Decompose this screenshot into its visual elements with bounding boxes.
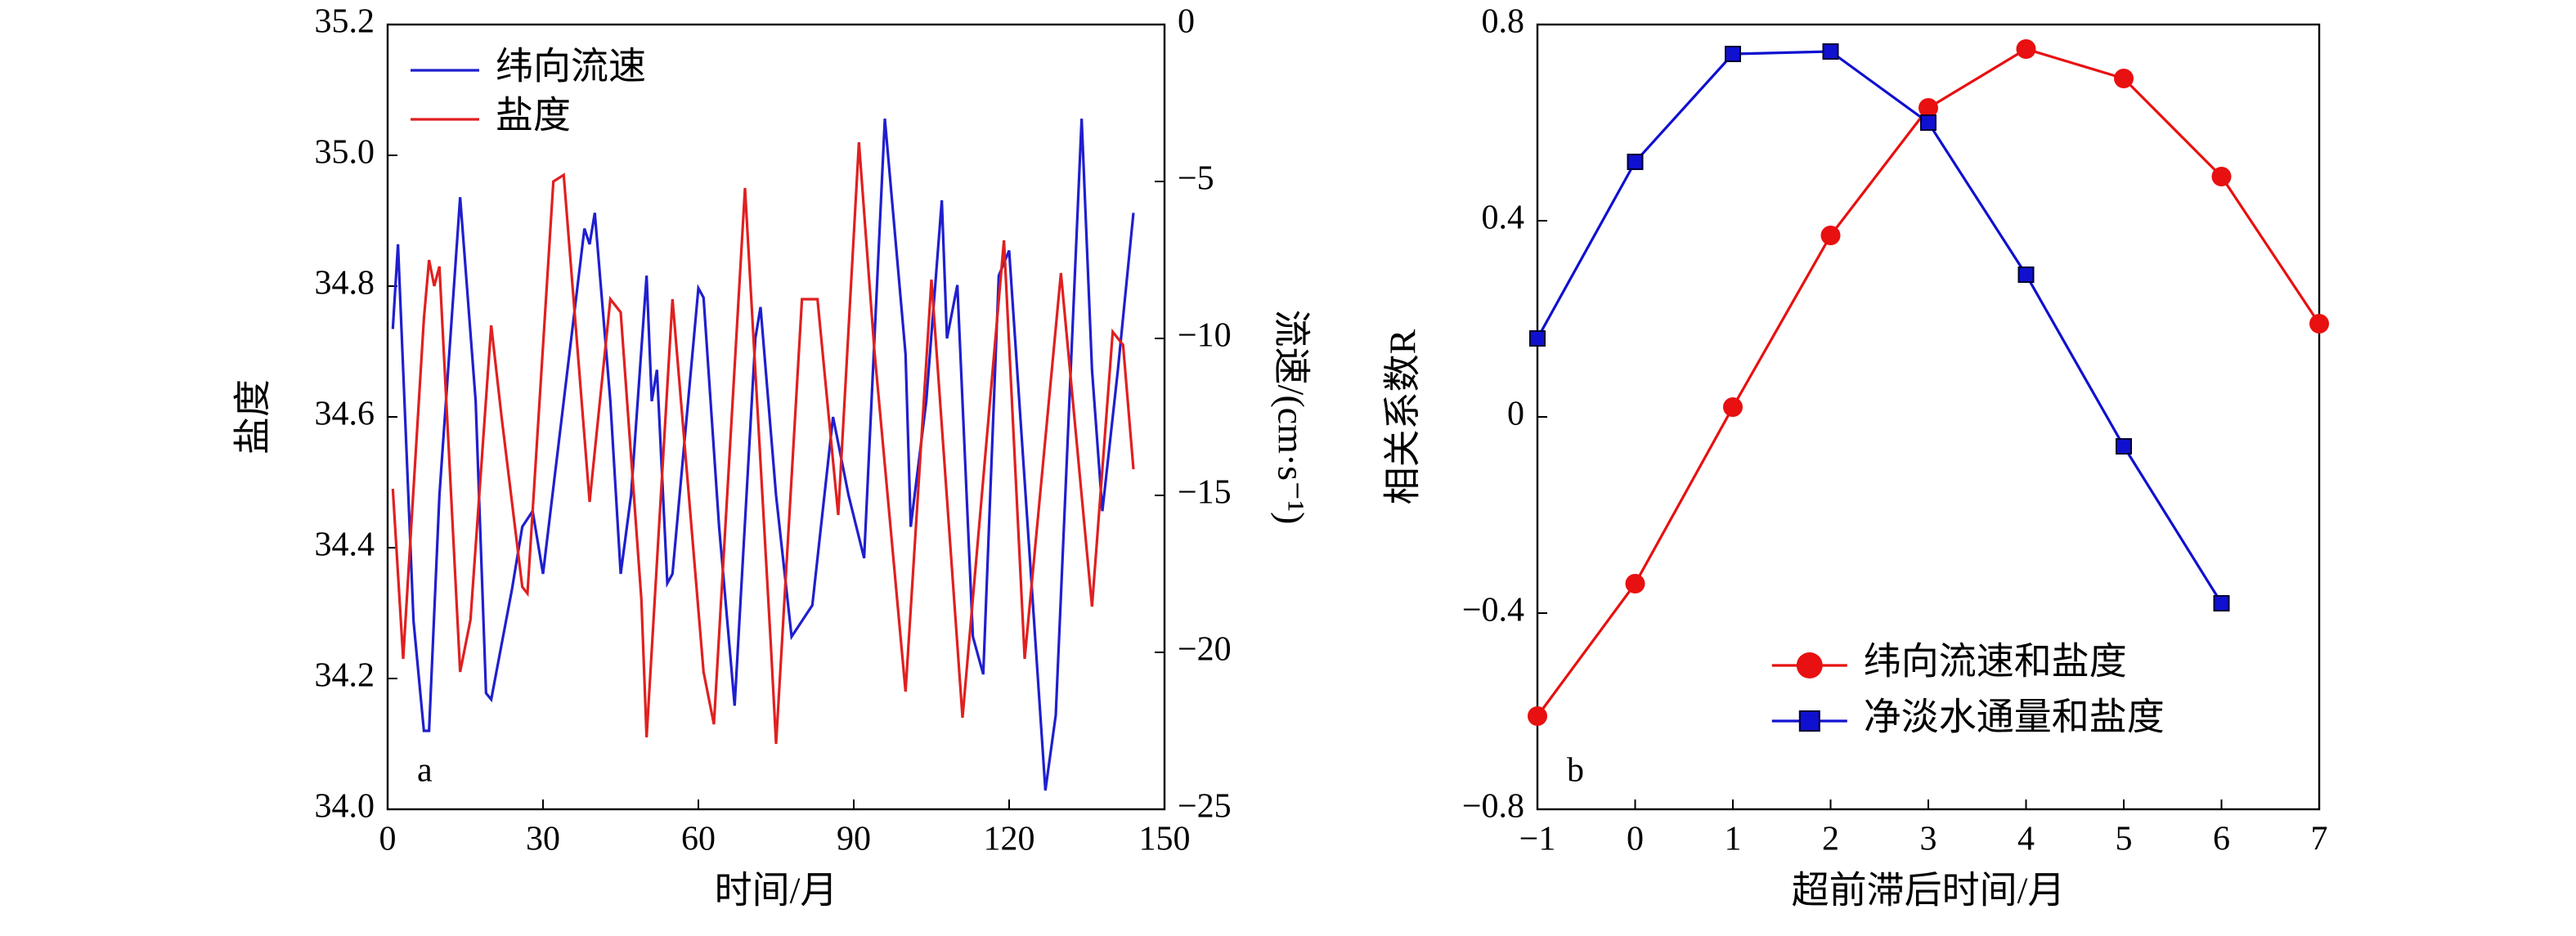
panel-label: a xyxy=(417,752,433,790)
x-tick-label: 0 xyxy=(1627,821,1644,858)
data-point xyxy=(1528,706,1547,726)
plot-frame xyxy=(1536,23,2321,811)
data-line xyxy=(391,119,1135,791)
y-tick-label: 35.2 xyxy=(315,3,375,41)
x-tick-label: 120 xyxy=(984,821,1035,858)
y-tick-label: −0.4 xyxy=(1462,592,1524,629)
data-point xyxy=(2309,314,2329,334)
x-tick-label: 90 xyxy=(837,821,871,858)
data-point xyxy=(1529,330,1546,347)
x-tick-label: 1 xyxy=(1725,821,1742,858)
data-point xyxy=(1920,114,1936,131)
x-tick-label: −1 xyxy=(1519,821,1556,858)
panel-label: b xyxy=(1567,752,1584,790)
x-tick-label: 4 xyxy=(2017,821,2035,858)
x-tick-label: 0 xyxy=(379,821,397,858)
legend-marker xyxy=(1798,710,1820,732)
y-tick-label: 34.2 xyxy=(315,657,375,695)
y-tick-label: 34.8 xyxy=(315,265,375,302)
data-point xyxy=(1820,226,1841,245)
x-tick-label: 30 xyxy=(526,821,560,858)
y-tick-label: 0.4 xyxy=(1482,199,1525,237)
x-tick-label: 60 xyxy=(681,821,716,858)
y-axis-label: 盐度 xyxy=(232,379,274,455)
data-line xyxy=(1536,47,2321,717)
data-line xyxy=(1536,50,2223,604)
x-tick-label: 5 xyxy=(2116,821,2133,858)
data-point xyxy=(1627,154,1644,170)
x-tick-label: 2 xyxy=(1822,821,1839,858)
x-tick-label: 7 xyxy=(2311,821,2328,858)
x-tick-label: 6 xyxy=(2213,821,2230,858)
y-tick-label: 34.6 xyxy=(315,396,375,433)
y2-tick-label: 0 xyxy=(1178,3,1195,41)
legend-label: 净淡水通量和盐度 xyxy=(1864,696,2165,738)
data-point xyxy=(1723,397,1743,417)
legend-label: 盐度 xyxy=(496,95,571,137)
x-tick-label: 3 xyxy=(1920,821,1937,858)
legend-label: 纬向流速 xyxy=(496,46,646,87)
y2-tick-label: −5 xyxy=(1178,160,1214,198)
y-tick-label: −0.8 xyxy=(1462,788,1524,826)
y2-tick-label: −20 xyxy=(1178,631,1232,669)
data-point xyxy=(2017,266,2035,283)
y-tick-label: 0.8 xyxy=(1482,3,1525,41)
y-axis-label: 相关系数R xyxy=(1382,329,1424,504)
x-tick-label: 150 xyxy=(1139,821,1191,858)
y2-tick-label: −10 xyxy=(1178,317,1232,355)
data-point xyxy=(1625,574,1645,593)
data-point xyxy=(2213,595,2230,611)
legend-label: 纬向流速和盐度 xyxy=(1864,641,2127,683)
y2-axis-label: 流速/(cm·s⁻¹) xyxy=(1270,310,1312,525)
legend-marker xyxy=(1796,652,1823,678)
data-point xyxy=(1822,43,1839,60)
data-point xyxy=(1919,98,1938,118)
data-point xyxy=(2114,69,2134,88)
x-axis-label: 超前滞后时间/月 xyxy=(1792,870,2066,911)
data-point xyxy=(2211,167,2232,186)
y-tick-label: 34.4 xyxy=(315,526,375,564)
y2-tick-label: −25 xyxy=(1178,788,1232,826)
data-line xyxy=(391,141,1135,745)
data-point xyxy=(2016,39,2036,59)
data-point xyxy=(1725,46,1741,62)
x-axis-label: 时间/月 xyxy=(715,870,838,911)
y-tick-label: 0 xyxy=(1507,396,1524,433)
y-tick-label: 35.0 xyxy=(315,134,375,172)
y2-tick-label: −15 xyxy=(1178,474,1232,512)
y-tick-label: 34.0 xyxy=(315,788,375,826)
data-point xyxy=(2116,438,2132,455)
